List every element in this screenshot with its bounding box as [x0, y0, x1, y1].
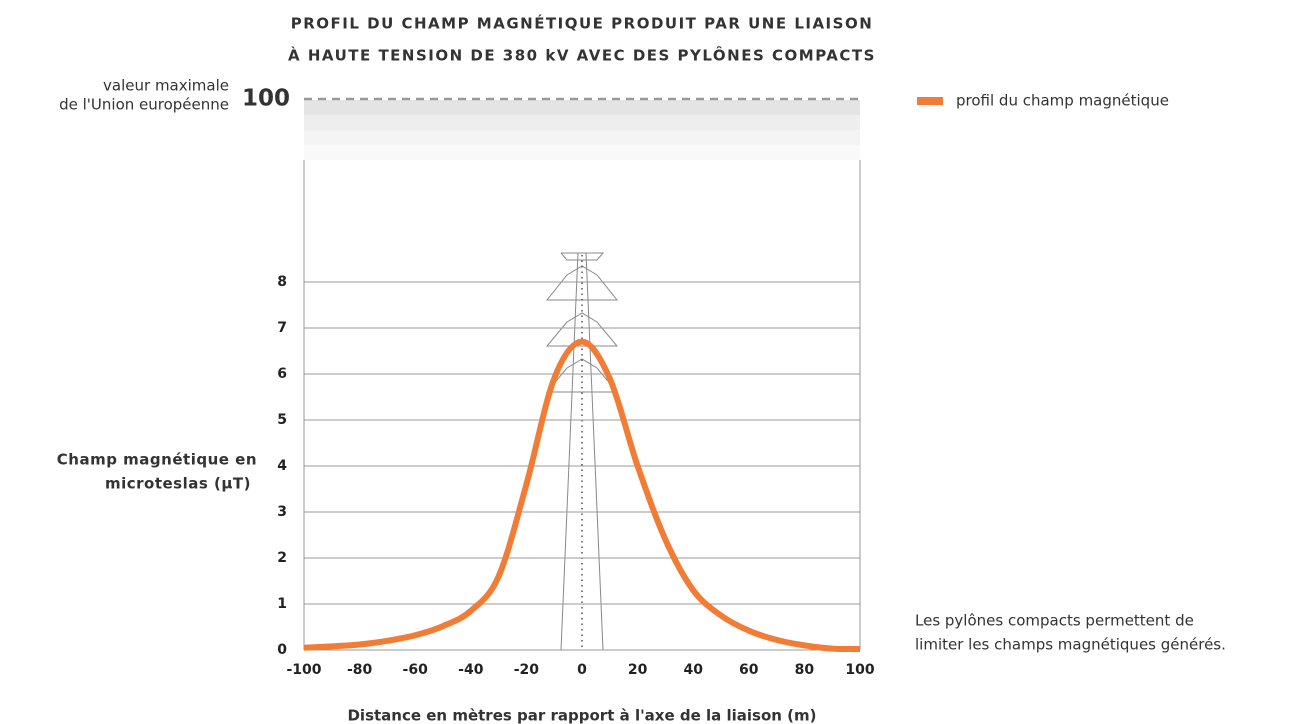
x-tick-label: -40 — [458, 662, 484, 678]
x-tick-label: 60 — [739, 662, 759, 678]
x-tick-label: -60 — [403, 662, 429, 678]
note: limiter les champs magnétiques générés. — [915, 636, 1226, 654]
band — [304, 100, 860, 115]
y-tick-label: 8 — [277, 274, 287, 290]
data-line — [303, 338, 861, 653]
note: Les pylônes compacts permettent de — [915, 612, 1194, 630]
pylon — [545, 252, 619, 651]
y-tick-label: 0 — [277, 642, 287, 658]
y-tick-label: 1 — [277, 596, 287, 612]
x-axis-label: Distance en mètres par rapport à l'axe d… — [347, 707, 816, 724]
x-tick-label: -20 — [514, 662, 540, 678]
y-tick-label: 7 — [277, 320, 287, 336]
band — [304, 130, 860, 145]
limit-label: de l'Union européenne — [59, 96, 229, 114]
y-tick-label: 3 — [277, 504, 287, 520]
y-tick-label: 6 — [277, 366, 287, 382]
band — [304, 145, 860, 160]
x-tick-label: 0 — [577, 662, 587, 678]
limit-tick-label: 100 — [242, 86, 290, 112]
x-tick-label: 100 — [845, 662, 874, 678]
y-tick-label: 5 — [277, 412, 287, 428]
y-axis-label: microteslas (µT) — [105, 475, 251, 493]
chart-title: À HAUTE TENSION DE 380 kV AVEC DES PYLÔN… — [288, 46, 876, 65]
x-tick-label: 20 — [628, 662, 648, 678]
y-tick-label: 2 — [277, 550, 287, 566]
limit-label: valeur maximale — [103, 77, 229, 95]
y-tick-label: 4 — [277, 458, 287, 474]
band — [304, 115, 860, 130]
legend-label: profil du champ magnétique — [956, 92, 1169, 110]
legend-swatch — [917, 97, 943, 105]
x-tick-label: -80 — [347, 662, 373, 678]
chart-title: PROFIL DU CHAMP MAGNÉTIQUE PRODUIT PAR U… — [291, 14, 874, 33]
x-tick-label: 80 — [795, 662, 815, 678]
x-tick-label: -100 — [286, 662, 321, 678]
x-tick-label: 40 — [683, 662, 703, 678]
y-axis-label: Champ magnétique en — [57, 451, 257, 469]
